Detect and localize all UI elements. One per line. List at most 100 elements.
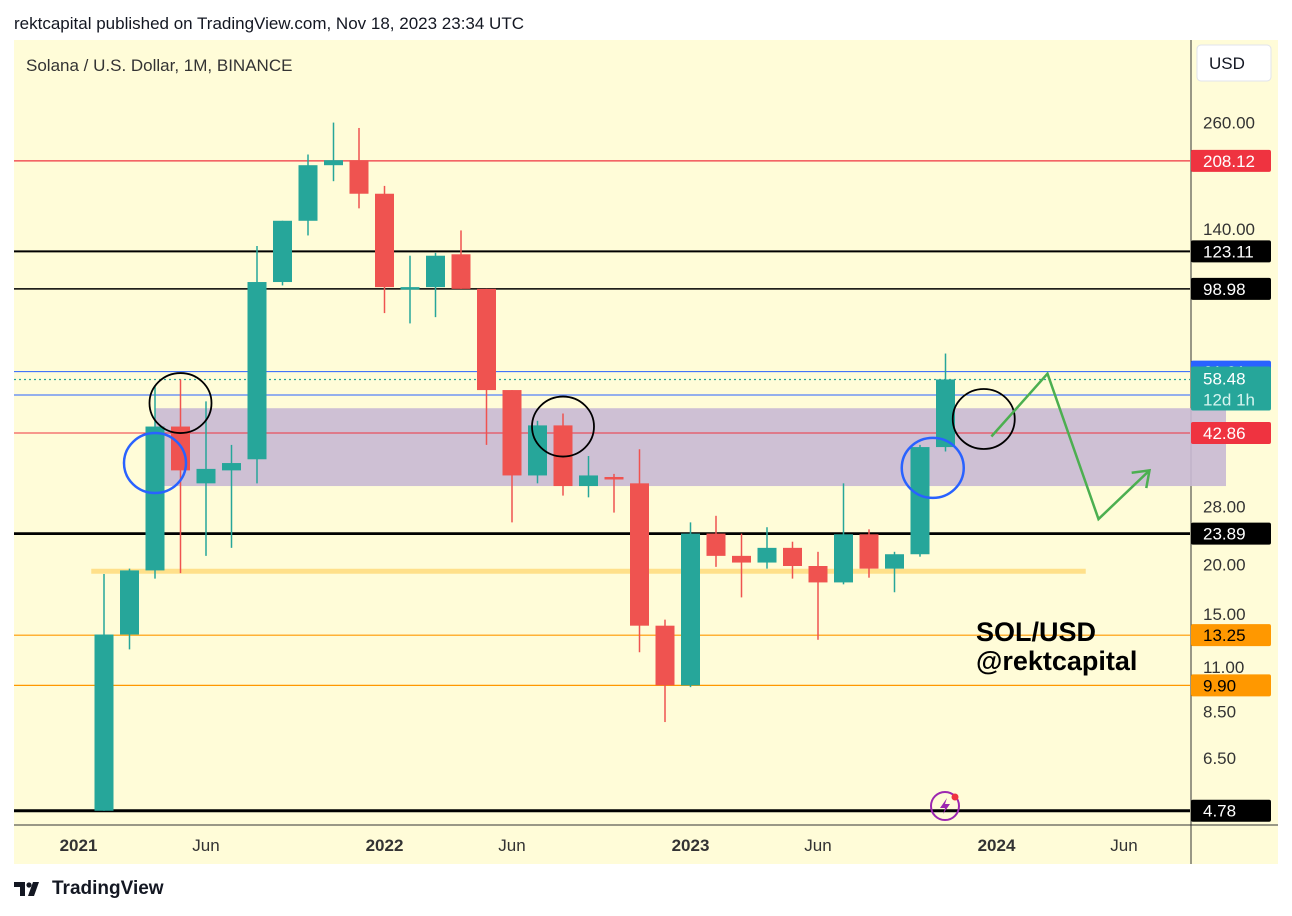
candle-body bbox=[681, 533, 700, 686]
candle-body bbox=[757, 547, 777, 563]
y-tick-label: 11.00 bbox=[1203, 658, 1244, 677]
candle-body bbox=[375, 193, 394, 288]
time-axis-background bbox=[14, 825, 1190, 864]
level-price-label: 9.90 bbox=[1191, 674, 1271, 697]
candle[interactable] bbox=[349, 127, 369, 209]
level-price-label: 208.12 bbox=[1191, 149, 1271, 172]
chart-canvas[interactable]: 360.00260.00140.0028.0020.0015.0011.008.… bbox=[14, 40, 1278, 864]
candle[interactable] bbox=[477, 288, 496, 445]
chart-title: Solana / U.S. Dollar, 1M, BINANCE bbox=[26, 56, 292, 75]
candle-body bbox=[502, 390, 522, 476]
candle-body bbox=[94, 634, 114, 811]
candle-body bbox=[451, 254, 471, 289]
x-tick-label: 2021 bbox=[60, 836, 98, 855]
candle[interactable] bbox=[910, 444, 930, 557]
candle-body bbox=[298, 165, 318, 221]
candle[interactable] bbox=[120, 568, 139, 650]
candle[interactable] bbox=[400, 255, 420, 324]
countdown-text: 12d 1h bbox=[1203, 391, 1255, 410]
candle[interactable] bbox=[528, 420, 547, 484]
candle[interactable] bbox=[757, 527, 777, 569]
projection-arrowhead bbox=[1131, 468, 1152, 489]
candle[interactable] bbox=[273, 220, 292, 286]
candle[interactable] bbox=[859, 529, 879, 578]
candle[interactable] bbox=[936, 353, 955, 452]
candle-body bbox=[936, 379, 955, 448]
candle-body bbox=[145, 426, 165, 571]
price-chart[interactable]: 360.00260.00140.0028.0020.0015.0011.008.… bbox=[14, 40, 1278, 864]
candle[interactable] bbox=[426, 252, 445, 318]
candle[interactable] bbox=[145, 385, 165, 579]
candle[interactable] bbox=[885, 551, 904, 593]
candle-body bbox=[604, 476, 624, 480]
candle[interactable] bbox=[222, 444, 241, 548]
y-tick-label: 140.00 bbox=[1203, 220, 1255, 239]
candle[interactable] bbox=[834, 483, 853, 585]
candle[interactable] bbox=[706, 515, 726, 567]
candle[interactable] bbox=[247, 245, 267, 484]
level-price-label: 42.86 bbox=[1191, 422, 1271, 445]
candle-body bbox=[349, 160, 369, 194]
footer-brand: TradingView bbox=[52, 878, 164, 899]
currency-label: USD bbox=[1209, 54, 1245, 73]
candle-body bbox=[324, 160, 343, 166]
candle[interactable] bbox=[808, 551, 828, 640]
level-price-text: 98.98 bbox=[1203, 280, 1246, 299]
candle[interactable] bbox=[298, 154, 318, 236]
candle[interactable] bbox=[553, 413, 573, 496]
level-price-text: 123.11 bbox=[1203, 242, 1254, 261]
candle-body bbox=[630, 483, 649, 626]
level-price-text: 13.25 bbox=[1203, 626, 1246, 645]
tradingview-logo-icon bbox=[14, 881, 46, 897]
candle-body bbox=[910, 447, 930, 555]
candle-body bbox=[247, 282, 267, 460]
candle[interactable] bbox=[324, 122, 343, 182]
candle[interactable] bbox=[375, 185, 394, 314]
candle[interactable] bbox=[579, 456, 598, 498]
x-tick-label: Jun bbox=[804, 836, 831, 855]
publish-info: rektcapital published on TradingView.com… bbox=[14, 14, 524, 33]
candle[interactable] bbox=[630, 449, 649, 653]
candle-body bbox=[885, 554, 904, 569]
candle-body bbox=[655, 625, 675, 686]
candle-body bbox=[783, 547, 802, 566]
highlight-circle bbox=[148, 372, 213, 434]
candle-body bbox=[579, 475, 598, 487]
projection-path bbox=[990, 371, 1151, 522]
level-price-text: 23.89 bbox=[1203, 525, 1246, 544]
candle-body bbox=[273, 220, 292, 283]
level-price-label: 13.25 bbox=[1191, 624, 1271, 647]
candle[interactable] bbox=[783, 541, 802, 579]
candle[interactable] bbox=[681, 522, 700, 688]
level-price-text: 42.86 bbox=[1203, 424, 1246, 443]
currency-button[interactable]: USD bbox=[1196, 44, 1272, 82]
candle-body bbox=[222, 463, 241, 471]
blue-highlight-circle bbox=[900, 436, 965, 500]
candle-body bbox=[834, 534, 853, 583]
x-tick-label: Jun bbox=[1110, 836, 1137, 855]
candle-body bbox=[528, 425, 547, 476]
level-price-label: 4.78 bbox=[1191, 799, 1271, 822]
y-tick-label: 260.00 bbox=[1203, 114, 1255, 133]
candle[interactable] bbox=[94, 574, 114, 811]
candle-body bbox=[808, 565, 828, 583]
level-price-label: 123.11 bbox=[1191, 240, 1271, 263]
candle-body bbox=[120, 570, 139, 635]
candle[interactable] bbox=[196, 401, 216, 556]
lightning-icon[interactable] bbox=[930, 791, 960, 821]
y-tick-label: 8.50 bbox=[1203, 703, 1236, 722]
candle[interactable] bbox=[732, 533, 751, 598]
level-price-label: 23.89 bbox=[1191, 522, 1271, 545]
candle[interactable] bbox=[502, 390, 522, 523]
x-tick-label: 2023 bbox=[672, 836, 710, 855]
y-tick-label: 28.00 bbox=[1203, 497, 1246, 516]
candle-body bbox=[732, 555, 751, 563]
candle-body bbox=[196, 468, 216, 484]
x-tick-label: Jun bbox=[498, 836, 525, 855]
candle[interactable] bbox=[604, 473, 624, 513]
accumulation-zone bbox=[155, 408, 1226, 487]
level-price-text: 4.78 bbox=[1203, 802, 1236, 821]
candle[interactable] bbox=[655, 619, 675, 723]
highlight-circle bbox=[951, 388, 1016, 450]
candle[interactable] bbox=[451, 230, 471, 289]
